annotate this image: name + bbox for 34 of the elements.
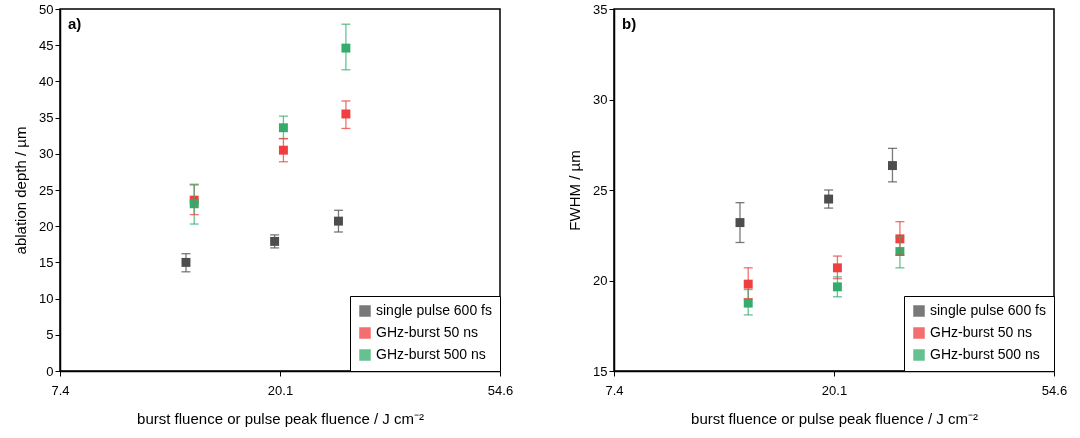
x-tick-label: 7.4 (51, 382, 70, 398)
y-tick-label: 15 (39, 254, 54, 270)
x-axis-title: burst fluence or pulse peak fluence / J cm⁻² (137, 409, 424, 427)
legend-label: GHz-burst 500 ns (930, 346, 1040, 362)
y-axis-title: FWHM / µm (566, 150, 584, 231)
y-tick-label: 20 (593, 273, 608, 288)
legend-label: GHz-burst 50 ns (930, 324, 1032, 340)
x-tick-label: 7.4 (605, 382, 624, 398)
y-tick-label: 30 (593, 92, 608, 107)
y-tick-label: 40 (39, 73, 54, 89)
x-tick-label: 20.1 (267, 382, 294, 398)
legend-label: GHz-burst 500 ns (376, 346, 486, 362)
annotation: b) (622, 15, 637, 32)
y-tick-label: 35 (39, 110, 54, 126)
x-tick-label: 54.6 (1041, 382, 1068, 398)
y-tick-label: 25 (593, 182, 608, 198)
legend-label: GHz-burst 50 ns (376, 324, 478, 340)
x-axis-title: burst fluence or pulse peak fluence / J cm⁻² (691, 409, 978, 427)
legend-label: single pulse 600 fs (930, 302, 1046, 318)
x-tick-label: 20.1 (821, 382, 848, 398)
y-tick-label: 20 (39, 218, 54, 234)
legend-label: single pulse 600 fs (376, 302, 492, 318)
y-axis-title: ablation depth / µm (12, 126, 30, 255)
y-tick-label: 0 (46, 363, 54, 379)
x-tick-label: 54.6 (487, 382, 514, 398)
y-tick-label: 10 (39, 291, 54, 307)
y-tick-label: 35 (593, 1, 608, 17)
y-tick-label: 5 (46, 327, 54, 343)
y-tick-label: 15 (593, 363, 608, 379)
y-tick-label: 25 (39, 182, 54, 198)
y-tick-label: 30 (39, 146, 54, 162)
y-tick-label: 50 (39, 1, 54, 17)
y-tick-label: 45 (39, 37, 54, 53)
annotation: a) (68, 15, 82, 32)
